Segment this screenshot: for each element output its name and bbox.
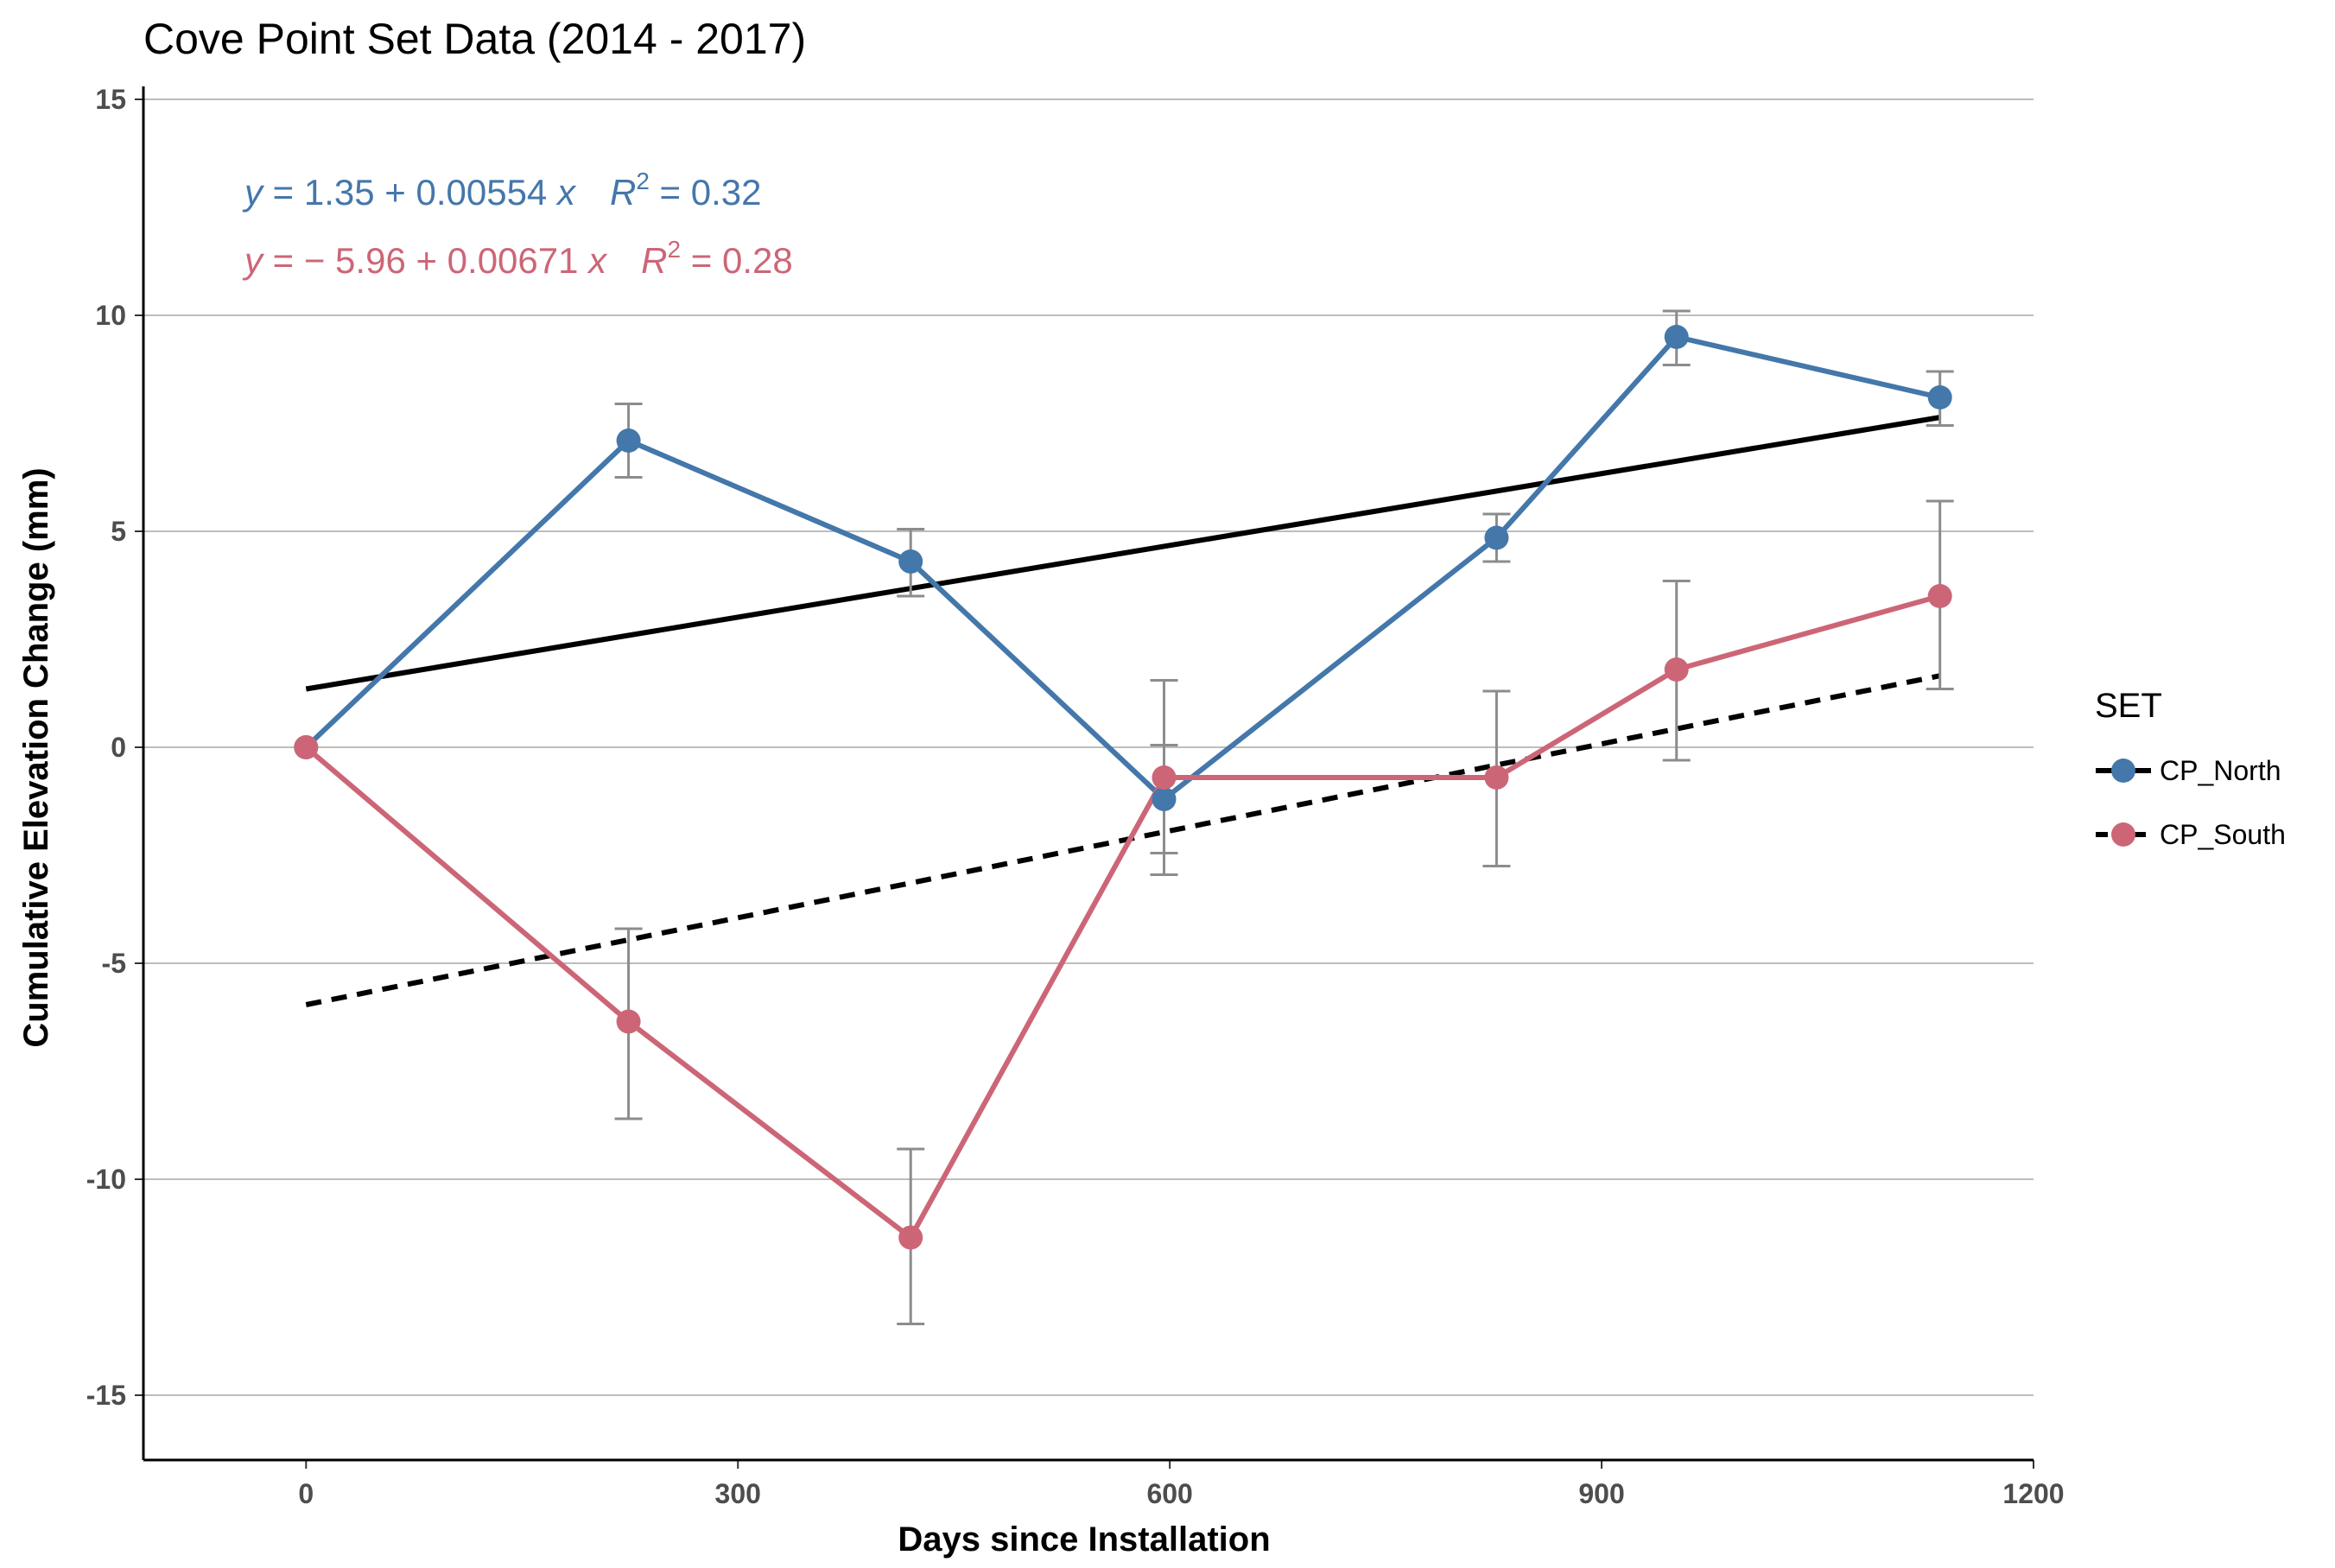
data-point-cp-north	[1484, 525, 1509, 550]
legend-entries: CP_North CP_South	[2096, 755, 2286, 850]
data-point-cp-north	[1152, 787, 1177, 811]
data-series	[304, 334, 1941, 1241]
y-tick-label: -10	[86, 1164, 126, 1195]
legend-label: CP_North	[2160, 755, 2281, 786]
error-bars	[614, 309, 1954, 1325]
data-point-cp-north	[1664, 325, 1689, 349]
equation-cp-south: y = − 5.96 + 0.00671 x R2 = 0.28	[242, 236, 793, 281]
y-tick-label: -5	[102, 948, 126, 979]
series-line-cp-south	[304, 594, 1941, 1241]
grid-lines	[143, 98, 2034, 1396]
legend-item-cp-south: CP_South	[2096, 819, 2286, 850]
series-line-cp-north	[304, 334, 1941, 802]
chart-title: Cove Point Set Data (2014 - 2017)	[143, 15, 806, 63]
legend: SET CP_North CP_South	[2095, 687, 2286, 850]
equation-r2: = 0.28	[681, 240, 793, 281]
data-point-cp-south	[1927, 584, 1952, 608]
equation-y: y	[242, 240, 265, 281]
x-tick-labels: 0 300 600 900 1200	[298, 1478, 2064, 1509]
y-tick-label: -15	[86, 1380, 126, 1411]
legend-label: CP_South	[2160, 819, 2286, 850]
equation-y: y	[242, 172, 265, 213]
data-points	[294, 325, 1952, 1250]
data-point-cp-south	[294, 735, 319, 759]
equation-cp-north: y = 1.35 + 0.00554 x R2 = 0.32	[242, 168, 762, 213]
x-tick-label: 300	[715, 1478, 761, 1509]
data-point-cp-south	[1664, 657, 1689, 682]
y-tick-label: 10	[95, 300, 126, 331]
legend-item-cp-north: CP_North	[2096, 755, 2281, 786]
axes	[135, 86, 2034, 1469]
data-point-cp-south	[616, 1009, 641, 1034]
equation-x: x	[587, 240, 608, 281]
data-point-cp-south	[1484, 765, 1509, 790]
fit-line-cp-south	[305, 673, 1941, 1007]
x-axis-label: Days since Installation	[898, 1520, 1270, 1558]
data-point-cp-north	[898, 549, 923, 574]
y-tick-label: 5	[111, 516, 126, 547]
equation-x: x	[555, 172, 577, 213]
y-tick-labels: -15 -10 -5 0 5 10 15	[86, 84, 126, 1411]
data-point-cp-north	[616, 429, 641, 453]
legend-title: SET	[2095, 687, 2162, 725]
data-point-cp-south	[898, 1225, 923, 1250]
fit-line-cp-north	[305, 415, 1941, 692]
regression-equations: y = 1.35 + 0.00554 x R2 = 0.32 y = − 5.96…	[242, 168, 793, 281]
data-point-cp-north	[1927, 385, 1952, 409]
equation-r2: = 0.32	[650, 172, 762, 213]
equation-r-sup: 2	[668, 236, 682, 263]
equation-r: R	[610, 172, 636, 213]
x-tick-label: 0	[298, 1478, 314, 1509]
legend-marker	[2111, 759, 2135, 783]
y-tick-label: 15	[95, 84, 126, 115]
y-tick-label: 0	[111, 732, 126, 763]
regression-lines	[305, 415, 1941, 1007]
equation-r: R	[641, 240, 667, 281]
x-tick-label: 600	[1146, 1478, 1192, 1509]
legend-marker	[2111, 822, 2135, 847]
equation-rhs: = 1.35 + 0.00554	[263, 172, 557, 213]
equation-r-sup: 2	[636, 168, 650, 194]
x-tick-label: 1200	[2002, 1478, 2064, 1509]
x-tick-label: 900	[1578, 1478, 1624, 1509]
data-point-cp-south	[1152, 765, 1177, 790]
y-axis-label: Cumulative Elevation Change (mm)	[17, 467, 55, 1047]
equation-rhs: = − 5.96 + 0.00671	[263, 240, 588, 281]
